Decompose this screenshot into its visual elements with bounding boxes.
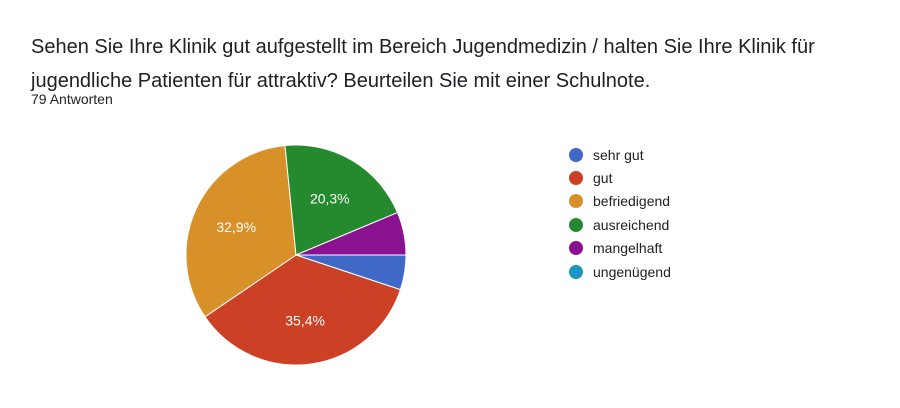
legend-label: ausreichend	[593, 216, 670, 233]
pie-slice-befriedigend[interactable]	[185, 145, 297, 318]
slice-data-label: 20,3%	[310, 190, 350, 206]
legend-swatch-icon	[569, 241, 583, 256]
legend-swatch-icon	[569, 264, 583, 279]
chart-legend: sehr gut gut befriedigend ausreichend mangel…	[569, 143, 671, 283]
legend-label: sehr gut	[593, 146, 644, 163]
legend-swatch-icon	[569, 171, 583, 186]
legend-label: befriedigend	[593, 193, 671, 210]
legend-label: gut	[593, 170, 613, 187]
legend-swatch-icon	[569, 194, 583, 209]
legend-item[interactable]: ausreichend	[569, 213, 671, 236]
legend-item[interactable]: mangelhaft	[569, 237, 671, 260]
legend-label: ungenügend	[593, 263, 671, 280]
pie-slice-mangelhaft[interactable]	[295, 211, 407, 256]
question-title: Sehen Sie Ihre Klinik gut aufgestellt im…	[31, 36, 815, 92]
legend-item[interactable]: befriedigend	[569, 190, 671, 213]
legend-swatch-icon	[569, 217, 583, 232]
slice-data-label: 35,4%	[285, 312, 325, 328]
legend-item[interactable]: sehr gut	[569, 143, 671, 166]
pie-slice-gut[interactable]	[204, 254, 402, 366]
legend-item[interactable]: gut	[569, 166, 671, 189]
slice-data-label: 32,9%	[216, 219, 256, 235]
legend-swatch-icon	[569, 147, 583, 162]
legend-label: mangelhaft	[593, 240, 663, 257]
legend-item[interactable]: ungenügend	[569, 260, 671, 283]
response-count: 79 Antworten	[31, 91, 113, 107]
pie-slice-ausreichend[interactable]	[284, 144, 399, 256]
